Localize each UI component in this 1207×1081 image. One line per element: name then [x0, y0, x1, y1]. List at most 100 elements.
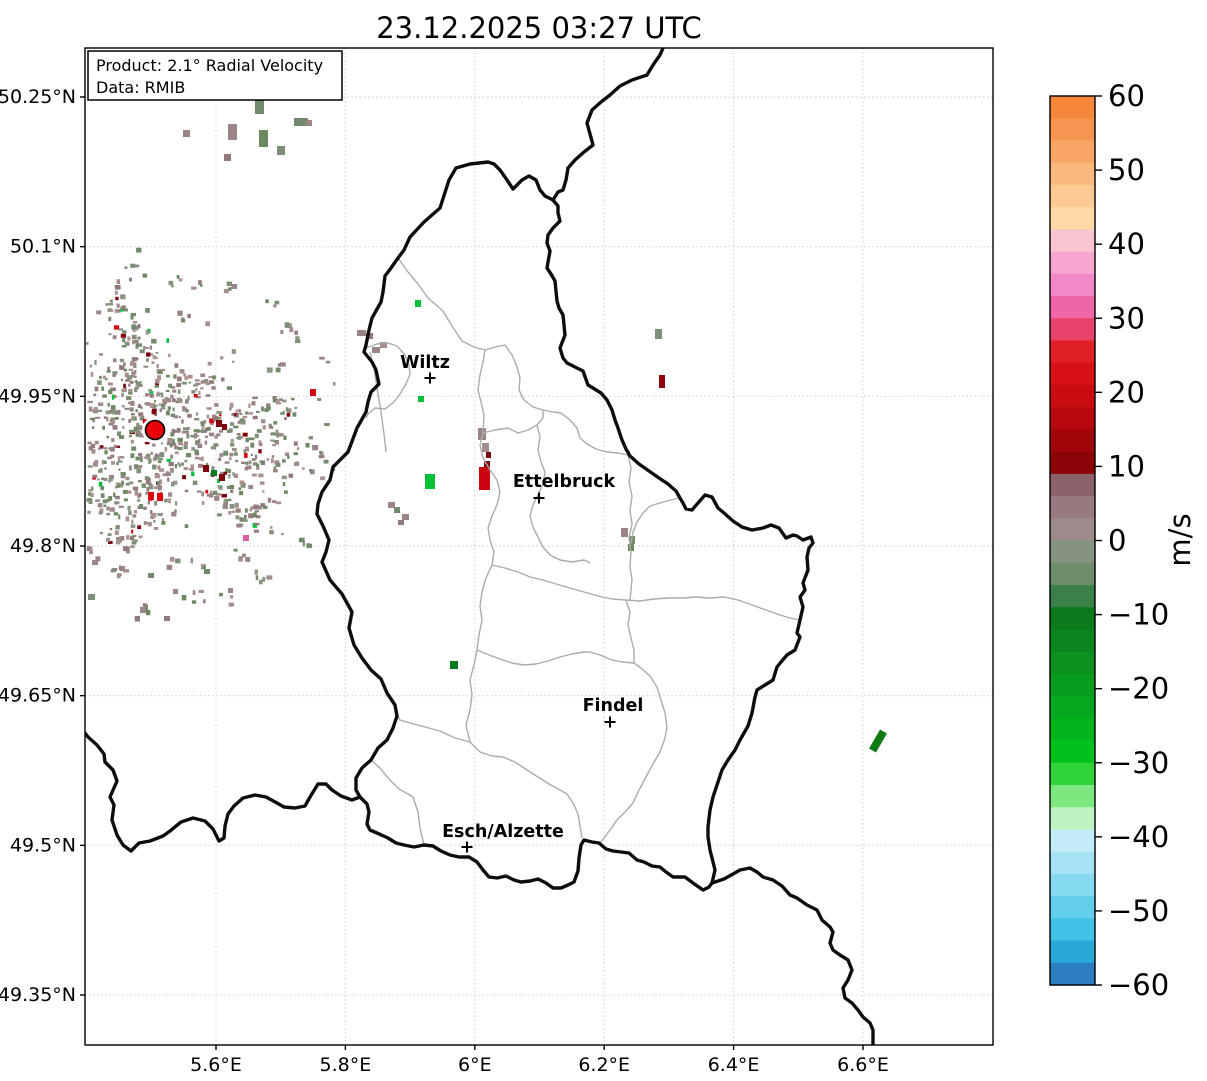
colorbar-band: [1050, 740, 1095, 764]
colorbar-band: [1050, 762, 1095, 786]
colorbar-band: [1050, 607, 1095, 630]
grid-lines: [85, 48, 993, 1045]
colorbar-band: [1050, 473, 1095, 497]
radar-echo: [228, 588, 233, 593]
colorbar-band: [1050, 229, 1095, 253]
colorbar-band: [1050, 362, 1095, 386]
axes-ticks: 5.6°E 5.8°E 6°E 6.2°E 6.4°E 6.6°E 50.25°N 50.1°…: [0, 86, 889, 1076]
luxembourg-border-path: [315, 160, 815, 892]
x-tick-label: 5.8°E: [320, 1054, 372, 1076]
radar-echo: [228, 124, 237, 140]
city-marker: Esch/Alzette: [442, 822, 564, 853]
colorbar-band: [1050, 340, 1095, 364]
radar-echo: [173, 589, 178, 594]
colorbar-band: [1050, 673, 1095, 697]
colorbar-tick-label: 50: [1108, 153, 1145, 187]
plot-title: 23.12.2025 03:27 UTC: [376, 11, 702, 45]
radar-echo: [415, 300, 421, 307]
colorbar-tick-label: 20: [1108, 375, 1145, 409]
radar-echo: [222, 424, 227, 430]
radar-echo: [310, 389, 316, 396]
district-border-path: [627, 454, 633, 601]
radar-echo: [88, 594, 95, 600]
france-germany-border-path: [710, 866, 875, 1045]
x-tick-label: 6.6°E: [837, 1054, 889, 1076]
colorbar-band: [1050, 829, 1095, 853]
radar-echo: [372, 347, 380, 353]
x-tick-label: 6.4°E: [708, 1054, 760, 1076]
radar-echo: [140, 607, 146, 613]
radar-echo: [388, 502, 395, 508]
radar-echo: [294, 118, 308, 126]
colorbar-tick-label: 40: [1108, 227, 1145, 261]
radar-echo: [183, 130, 190, 137]
radar-echo: [92, 560, 98, 565]
colorbar-band: [1050, 584, 1095, 608]
radar-echo: [479, 467, 490, 490]
colorbar-band: [1050, 318, 1095, 342]
radar-echo: [450, 661, 458, 669]
city-marker: Findel: [583, 696, 644, 728]
colorbar-tick-label: −30: [1108, 746, 1169, 780]
radar-echo: [211, 470, 217, 476]
colorbar-tick-label: 10: [1108, 449, 1145, 483]
radar-echo: [357, 330, 366, 336]
radar-echo: [203, 465, 209, 472]
city-label: Findel: [583, 696, 644, 716]
y-tick-label: 49.5°N: [10, 834, 76, 856]
radar-echo: [120, 566, 125, 571]
district-border-path: [370, 759, 425, 846]
district-border-path: [394, 711, 471, 743]
colorbar-tick-label: −60: [1108, 968, 1169, 1002]
city-label: Wiltz: [400, 353, 450, 373]
radar-echo: [164, 616, 170, 621]
colorbar-band: [1050, 540, 1095, 564]
colorbar-band: [1050, 873, 1095, 897]
colorbar-tick-label: 0: [1108, 524, 1126, 558]
radar-echo: [219, 474, 225, 481]
radar-site-dot: [144, 419, 166, 441]
y-tick-label: 49.95°N: [0, 385, 76, 407]
y-tick-label: 50.25°N: [0, 86, 76, 108]
colorbar-tick-label: −10: [1108, 598, 1169, 632]
radar-echo: [306, 120, 312, 126]
colorbar-band: [1050, 940, 1095, 964]
belgium-germany-border-path: [551, 48, 665, 202]
district-border-path: [482, 410, 544, 434]
city-marker: Ettelbruck: [513, 472, 615, 504]
radar-echo: [478, 428, 486, 440]
colorbar-band: [1050, 651, 1095, 675]
radar-echo: [655, 329, 662, 339]
product-info-line1: Product: 2.1° Radial Velocity: [96, 56, 323, 75]
district-border-path: [465, 349, 583, 839]
colorbar-band: [1050, 518, 1095, 542]
radar-echo: [216, 420, 222, 427]
y-tick-label: 50.1°N: [10, 236, 76, 258]
colorbar-band: [1050, 696, 1095, 719]
district-border-path: [599, 599, 668, 844]
colorbar-band: [1050, 429, 1095, 453]
colorbar-band: [1050, 562, 1095, 586]
colorbar-tick-label: 60: [1108, 79, 1145, 113]
colorbar-frame: [1049, 95, 1096, 986]
radar-echo: [486, 452, 491, 458]
colorbar-band: [1050, 784, 1095, 808]
radar-site-marker: [142, 417, 168, 443]
district-borders: [365, 257, 801, 846]
radar-echo: [204, 569, 210, 574]
colorbar-band: [1050, 851, 1095, 875]
colorbar-band: [1050, 207, 1095, 230]
colorbar-tick-label: −50: [1108, 894, 1169, 928]
radar-echo: [148, 492, 154, 500]
plot-frame: [84, 47, 994, 1046]
colorbar-band: [1050, 296, 1095, 319]
colorbar-band: [1050, 96, 1095, 119]
city-label: Esch/Alzette: [442, 822, 564, 842]
radar-echo: [659, 375, 665, 388]
colorbar-band: [1050, 496, 1095, 519]
x-tick-label: 5.6°E: [190, 1054, 242, 1076]
radar-echo: [425, 474, 435, 489]
city-markers: Wiltz Ettelbruck Findel Esch/Alzette: [400, 353, 643, 853]
y-tick-label: 49.65°N: [0, 685, 76, 707]
